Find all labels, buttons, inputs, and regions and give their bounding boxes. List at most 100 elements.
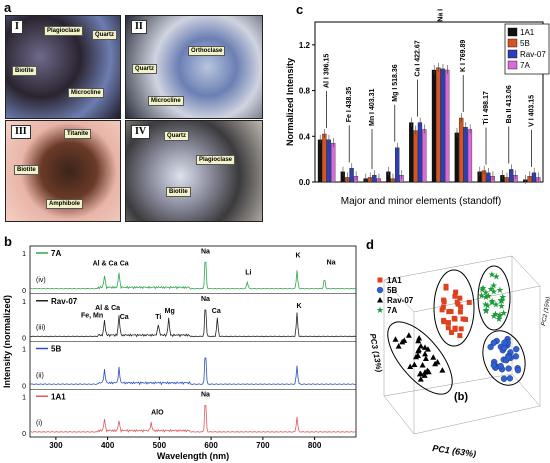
cluster-ellipse	[387, 321, 453, 395]
data-point	[458, 304, 464, 310]
spectrum-tag: (iii)	[36, 325, 45, 332]
category-label: Ca I 422.67	[415, 40, 422, 76]
bar	[395, 147, 400, 183]
data-point: ★	[376, 305, 384, 315]
data-point: ★	[488, 269, 496, 279]
data-point	[395, 343, 402, 349]
micrograph-3: III Biotite Titanite Amphibole	[5, 120, 121, 222]
bar	[413, 130, 418, 183]
data-point	[415, 346, 422, 353]
data-point: ★	[477, 291, 485, 301]
micrograph-1: I Plagioclase Quartz Biotite Microcline	[5, 15, 121, 119]
axis-box-edge	[383, 255, 513, 281]
mineral-label: Biotite	[14, 165, 39, 175]
y-tick-label: 0	[22, 288, 26, 295]
data-point	[448, 308, 454, 314]
data-point	[457, 333, 463, 339]
spectrum-tag: (i)	[36, 420, 42, 427]
data-point	[490, 339, 497, 346]
data-point	[376, 286, 384, 294]
data-point: ★	[499, 292, 507, 302]
z-axis-label: PC2 (15%)	[541, 296, 550, 326]
y-tick-label: 1	[22, 394, 26, 401]
legend-label: 7A	[520, 61, 530, 70]
axis-box-edge	[511, 255, 541, 287]
bar	[431, 69, 437, 183]
legend-label: Rav-07	[520, 50, 546, 59]
category-label: Al I 396.15	[323, 54, 330, 88]
micrograph-4-number: IV	[131, 125, 151, 139]
spectra-chart: Intensity (normalized) Wavelength (nm) 300…	[2, 245, 357, 461]
y-tick-label: 1	[22, 251, 26, 258]
y-tick-label: 0	[22, 431, 26, 438]
data-point	[405, 332, 412, 338]
data-point: ★	[490, 287, 498, 297]
data-point	[506, 375, 514, 382]
x-tick-label: 400	[101, 441, 115, 450]
peak-annotation: Na	[201, 392, 210, 399]
data-point: ★	[488, 297, 496, 307]
pca-scatter: PC1 (63%)PC3 (13%)PC2 (15%)(b)★★★★★★★★★★…	[368, 255, 550, 458]
data-point	[458, 326, 464, 332]
data-point: ★	[491, 309, 499, 319]
data-point: ★	[498, 296, 506, 306]
data-point	[497, 362, 504, 370]
data-point	[512, 353, 520, 360]
data-point	[415, 337, 422, 344]
panel-letter-c: c	[296, 2, 304, 17]
data-point: ★	[479, 283, 487, 293]
cluster-ellipse	[433, 269, 475, 347]
data-point: ★	[481, 299, 489, 309]
bar	[409, 122, 414, 183]
cluster-ellipse	[477, 265, 511, 331]
data-point	[487, 343, 494, 351]
data-point	[513, 346, 520, 353]
peak-annotation: AlO	[151, 409, 164, 416]
data-point	[411, 361, 418, 367]
data-point	[501, 344, 508, 352]
data-point: ★	[488, 296, 496, 306]
spectrum-tag: (iv)	[36, 277, 46, 284]
series-legend-label: 5B	[51, 345, 61, 354]
mineral-label: Quartz	[92, 30, 118, 40]
legend-swatch	[507, 60, 518, 70]
data-point	[460, 316, 466, 322]
bar	[317, 139, 323, 183]
mineral-label: Quartz	[132, 64, 158, 74]
data-point: ★	[500, 308, 508, 318]
data-point: ★	[496, 285, 504, 295]
plot-frame	[314, 21, 544, 183]
data-point: ★	[482, 292, 490, 302]
data-point: ★	[497, 295, 505, 305]
data-point	[445, 325, 451, 331]
category-label: Mn I 403.31	[369, 89, 376, 126]
data-point: ★	[482, 306, 490, 316]
peak-annotation: Na	[327, 259, 336, 266]
category-label: Ti I 498.17	[483, 91, 490, 124]
legend-label: Rav-07	[387, 296, 414, 305]
axis-box-edge	[413, 405, 541, 435]
bar	[326, 139, 331, 183]
data-point	[424, 346, 431, 352]
mineral-label: Microcline	[68, 88, 104, 98]
inner-label: (b)	[454, 391, 468, 403]
mineral-label: Titanite	[64, 129, 92, 139]
x-tick-label: 300	[49, 441, 63, 450]
legend-label: 7A	[387, 306, 397, 315]
bar	[422, 129, 427, 183]
peak-annotation: Na	[201, 248, 210, 255]
bar	[454, 132, 459, 183]
bar	[463, 126, 468, 183]
peak-annotation: Mg	[165, 308, 175, 315]
data-point	[424, 367, 431, 373]
data-point	[421, 344, 428, 350]
spectrum-line	[29, 309, 357, 338]
data-point: ★	[490, 311, 498, 321]
bar	[331, 142, 336, 183]
legend-label: 1A1	[387, 276, 402, 285]
bar	[436, 67, 441, 183]
axis-box-edge	[511, 373, 541, 407]
data-point	[448, 329, 454, 335]
data-point	[399, 338, 406, 345]
x-axis-label: Major and minor elements (standoff)	[341, 196, 501, 207]
